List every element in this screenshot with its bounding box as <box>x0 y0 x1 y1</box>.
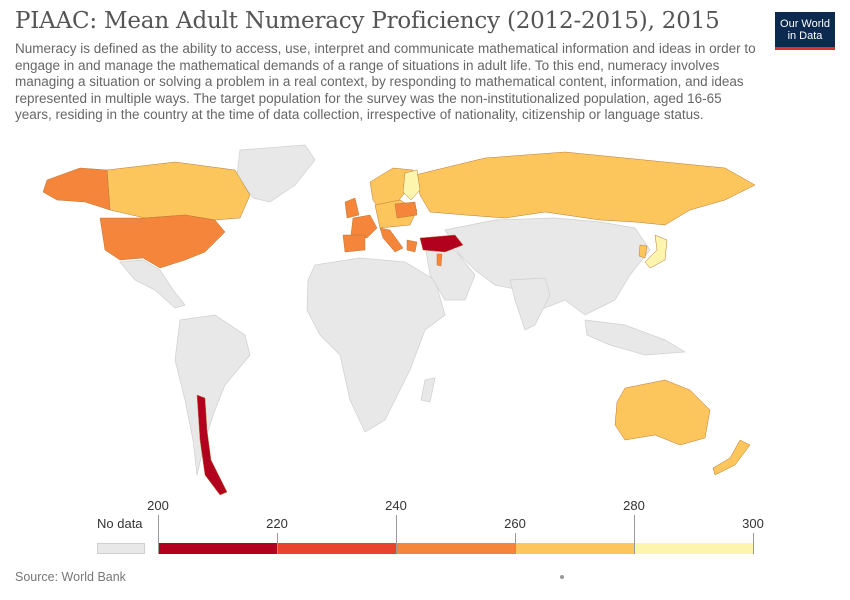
legend-tick-label: 240 <box>385 498 407 513</box>
country-korea <box>638 244 648 259</box>
legend-bin[interactable] <box>515 543 634 554</box>
southeast-asia <box>584 319 687 356</box>
africa <box>306 257 446 433</box>
legend-bin[interactable] <box>158 543 277 554</box>
legend-tick-line <box>753 533 754 554</box>
legend-tick-label: 280 <box>623 498 645 513</box>
country-spain <box>342 234 366 253</box>
country-italy <box>379 227 404 253</box>
chart-title: PIAAC: Mean Adult Numeracy Proficiency (… <box>15 8 720 34</box>
country-greece <box>406 239 418 253</box>
country-israel <box>436 253 443 267</box>
no-data-swatch <box>97 543 145 554</box>
no-data-label: No data <box>97 516 143 531</box>
country-chile <box>196 394 228 496</box>
mexico-central-america <box>119 259 186 309</box>
color-legend: No data 200 220 240 260 280 300 <box>95 498 765 558</box>
legend-tick-line <box>515 533 516 554</box>
country-uk-ireland <box>344 197 360 219</box>
country-alaska <box>42 167 111 211</box>
logo-line-1: Our World <box>780 18 830 30</box>
south-america <box>174 314 251 476</box>
asia <box>444 217 651 316</box>
legend-tick-label: 220 <box>266 516 288 531</box>
madagascar <box>420 377 436 403</box>
country-norway-sweden <box>369 167 414 211</box>
world-map <box>42 144 756 496</box>
legend-tick-line <box>277 533 278 554</box>
logo-line-2: in Data <box>787 30 823 42</box>
country-poland <box>394 201 418 219</box>
country-japan <box>644 234 668 269</box>
legend-tick-line <box>634 515 635 554</box>
legend-bin[interactable] <box>634 543 753 554</box>
chart-subtitle: Numeracy is defined as the ability to ac… <box>15 41 756 122</box>
legend-tick-line <box>158 515 159 554</box>
owid-logo[interactable]: Our World in Data <box>775 12 835 50</box>
country-new-zealand <box>712 439 751 476</box>
legend-tick-label: 200 <box>147 498 169 513</box>
source-note[interactable]: Source: World Bank <box>15 570 126 584</box>
india <box>509 277 551 331</box>
legend-tick-label: 260 <box>504 516 526 531</box>
legend-bin[interactable] <box>396 543 515 554</box>
country-turkey <box>419 234 464 253</box>
country-canada <box>106 161 251 221</box>
legend-tick-line <box>396 515 397 554</box>
legend-bin[interactable] <box>277 543 396 554</box>
legend-tick-label: 300 <box>742 516 764 531</box>
country-australia <box>614 379 711 446</box>
country-usa <box>99 214 226 269</box>
country-finland <box>402 169 421 201</box>
country-russia <box>414 151 756 226</box>
country-france <box>350 214 378 239</box>
timeline-dot[interactable] <box>560 575 564 579</box>
